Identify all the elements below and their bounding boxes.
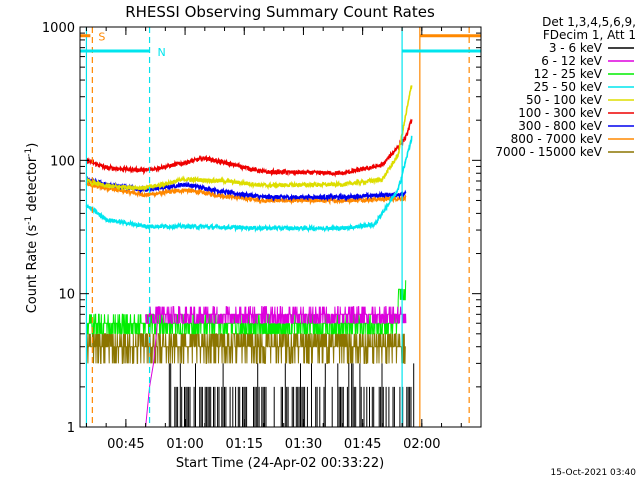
legend-label: 100 - 300 keV bbox=[518, 106, 602, 120]
series-line bbox=[85, 179, 407, 206]
x-tick-label: 01:15 bbox=[226, 437, 263, 452]
y-axis-label: Count Rate (s-1 detector-1) bbox=[24, 143, 40, 314]
legend-label: 7000 - 15000 keV bbox=[495, 145, 602, 159]
y-axis-label-sup2: -1 bbox=[24, 148, 34, 157]
y-axis-label-mid: detector bbox=[25, 156, 40, 216]
y-axis-label-end: ) bbox=[25, 143, 40, 148]
legend-label: 50 - 100 keV bbox=[526, 93, 603, 107]
x-tick-label: 01:45 bbox=[344, 437, 381, 452]
series-line bbox=[86, 333, 406, 364]
series-line bbox=[86, 280, 407, 335]
legend-label: 800 - 7000 keV bbox=[511, 132, 603, 146]
x-axis: 00:45 01:00 01:15 01:30 01:45 02:00 bbox=[85, 27, 462, 452]
legend-label: 6 - 12 keV bbox=[541, 54, 603, 68]
legend-header-line-2: FDecim 1, Att 1 bbox=[543, 28, 636, 42]
x-tick-label: 00:45 bbox=[107, 437, 144, 452]
y-tick-label: 10 bbox=[58, 288, 75, 303]
chart-title: RHESSI Observing Summary Count Rates bbox=[125, 3, 435, 21]
y-tick-label: 1000 bbox=[42, 21, 75, 36]
footer-date: 15-Oct-2021 03:40 bbox=[551, 468, 637, 478]
data-layer bbox=[85, 85, 415, 428]
x-tick-label: 01:30 bbox=[285, 437, 322, 452]
y-axis-label-main: Count Rate (s bbox=[25, 225, 40, 314]
legend-label: 3 - 6 keV bbox=[549, 41, 603, 55]
series-line bbox=[145, 306, 407, 324]
y-tick-label: 100 bbox=[50, 154, 75, 169]
vertical-markers bbox=[85, 27, 470, 427]
x-tick-label: 01:00 bbox=[166, 437, 203, 452]
series-line bbox=[86, 176, 407, 202]
x-axis-label: Start Time (24-Apr-02 00:33:22) bbox=[176, 456, 384, 471]
segment-label: S bbox=[98, 31, 105, 44]
legend-header-line-1: Det 1,3,4,5,6,9, bbox=[542, 15, 636, 29]
series-line bbox=[145, 323, 158, 428]
y-axis: 1 10 100 1000 bbox=[42, 21, 481, 436]
x-tick-label: 02:00 bbox=[403, 437, 440, 452]
legend-label: 300 - 800 keV bbox=[518, 119, 602, 133]
legend: Det 1,3,4,5,6,9, FDecim 1, Att 1 3 - 6 k… bbox=[495, 15, 636, 159]
plot-frame bbox=[79, 26, 482, 428]
series-line bbox=[85, 118, 413, 178]
y-axis-label-sup: -1 bbox=[24, 216, 34, 225]
series-line bbox=[85, 135, 413, 234]
legend-label: 25 - 50 keV bbox=[534, 80, 603, 94]
y-tick-label: 1 bbox=[67, 421, 75, 436]
segment-label: N bbox=[158, 46, 166, 59]
series-line bbox=[85, 85, 413, 193]
legend-label: 12 - 25 keV bbox=[534, 67, 603, 81]
segment-markers: SN bbox=[80, 31, 481, 59]
